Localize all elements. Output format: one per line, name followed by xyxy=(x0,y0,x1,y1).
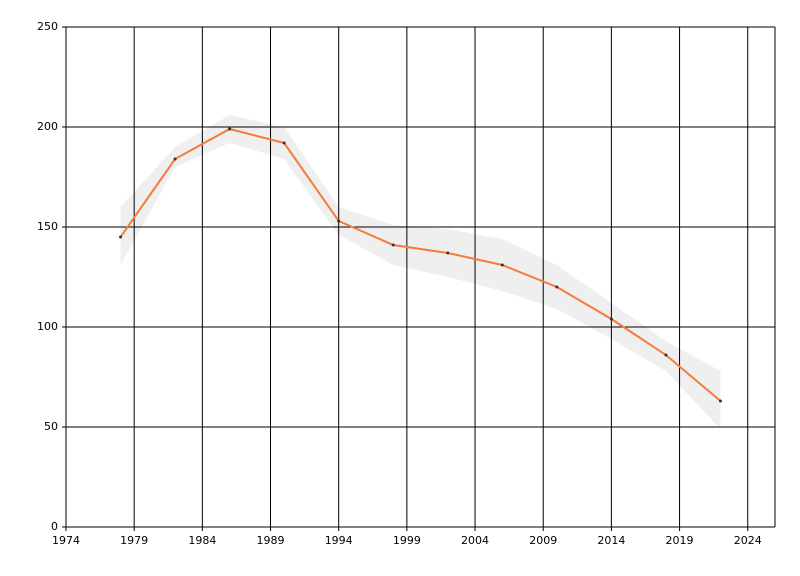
x-tick-label: 1994 xyxy=(325,534,353,547)
x-tick-label: 1974 xyxy=(52,534,80,547)
point xyxy=(664,353,668,357)
y-tick-label: 100 xyxy=(37,320,58,333)
y-tick-label: 200 xyxy=(37,120,58,133)
point xyxy=(391,243,395,247)
point xyxy=(446,251,450,255)
confidence-band xyxy=(120,115,721,429)
point xyxy=(609,317,613,321)
x-tick-label: 2019 xyxy=(666,534,694,547)
x-tick-label: 1979 xyxy=(120,534,148,547)
point xyxy=(718,399,722,403)
point xyxy=(119,235,123,239)
x-tick-label: 2024 xyxy=(734,534,762,547)
line xyxy=(119,127,722,402)
x-tick-label: 1984 xyxy=(188,534,216,547)
x-tick-label: 2004 xyxy=(461,534,489,547)
point xyxy=(337,219,341,223)
point xyxy=(173,157,177,161)
point xyxy=(228,127,232,131)
point xyxy=(500,263,504,267)
point xyxy=(555,285,559,289)
x-tick-label: 2014 xyxy=(597,534,625,547)
x-tick-label: 2009 xyxy=(529,534,557,547)
y-tick-label: 250 xyxy=(37,20,58,33)
y-tick-label: 50 xyxy=(44,420,58,433)
y-tick-label: 150 xyxy=(37,220,58,233)
point xyxy=(282,141,286,145)
y-tick-label: 0 xyxy=(51,520,58,533)
x-tick-label: 1989 xyxy=(257,534,285,547)
x-tick-label: 1999 xyxy=(393,534,421,547)
